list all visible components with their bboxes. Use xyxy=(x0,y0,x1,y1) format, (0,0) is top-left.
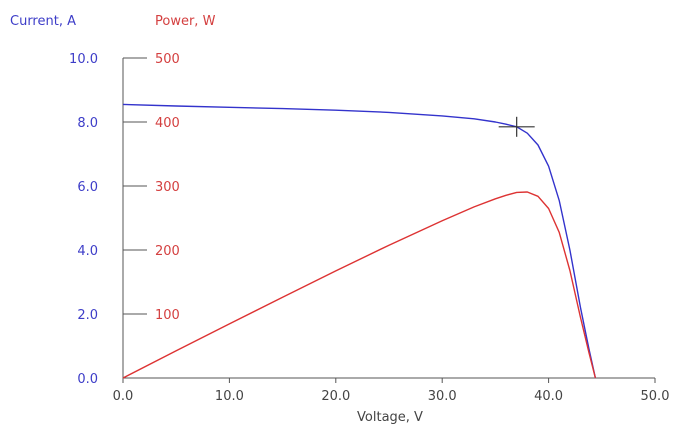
voltage-tick-label: 50.0 xyxy=(641,389,670,404)
current-tick-label: 0.0 xyxy=(77,372,98,387)
current-axis-title: Current, A xyxy=(10,14,76,29)
power-axis-ticks: 100 200 300 400 500 xyxy=(123,52,180,323)
power-curve xyxy=(122,191,597,379)
current-axis-ticks: 0.0 2.0 4.0 6.0 8.0 10.0 xyxy=(69,52,98,387)
power-tick-label: 300 xyxy=(155,180,180,195)
current-tick-label: 4.0 xyxy=(77,244,98,259)
voltage-tick-label: 30.0 xyxy=(428,389,457,404)
power-tick-label: 500 xyxy=(155,52,180,67)
voltage-tick-label: 0.0 xyxy=(113,389,134,404)
voltage-axis-title: Voltage, V xyxy=(357,410,423,425)
current-curve xyxy=(122,103,597,379)
current-tick-label: 10.0 xyxy=(69,52,98,67)
current-tick-label: 6.0 xyxy=(77,180,98,195)
current-tick-label: 2.0 xyxy=(77,308,98,323)
power-tick-label: 200 xyxy=(155,244,180,259)
axes xyxy=(122,58,655,379)
series-layer xyxy=(122,103,597,379)
power-tick-label: 400 xyxy=(155,116,180,131)
power-tick-label: 100 xyxy=(155,308,180,323)
current-tick-label: 8.0 xyxy=(77,116,98,131)
power-axis-title: Power, W xyxy=(155,14,216,29)
voltage-tick-label: 10.0 xyxy=(215,389,244,404)
voltage-tick-label: 20.0 xyxy=(321,389,350,404)
max-power-point-marker xyxy=(498,116,535,137)
voltage-tick-label: 40.0 xyxy=(534,389,563,404)
voltage-axis-ticks: 0.0 10.0 20.0 30.0 40.0 50.0 xyxy=(113,378,670,404)
marker-layer xyxy=(498,116,535,137)
